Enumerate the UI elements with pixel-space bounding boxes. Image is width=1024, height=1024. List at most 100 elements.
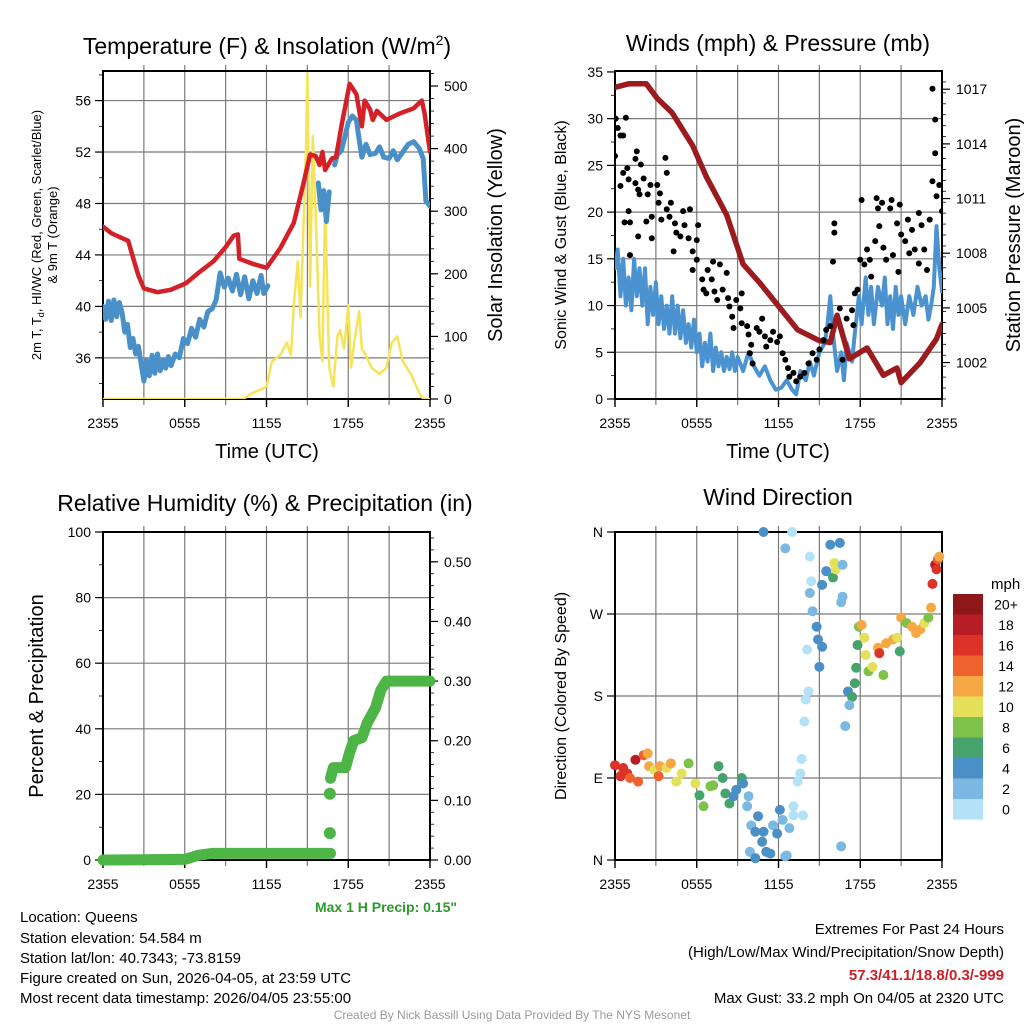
temperature-line	[103, 81, 430, 295]
gust-point	[857, 256, 864, 263]
wind-direction-point	[720, 788, 731, 799]
gust-point	[615, 115, 619, 122]
y-right-tick-label: 0.00	[444, 852, 471, 868]
recent-timestamp-text: Most recent data timestamp: 2026/04/05 2…	[20, 990, 351, 1007]
location-text: Location: Queens	[20, 909, 138, 926]
y-tick-label: 25	[587, 157, 603, 173]
gust-point	[850, 322, 857, 329]
y-tick-label: 5	[595, 344, 603, 360]
x-tick-label: 2355	[926, 876, 957, 892]
gust-point	[770, 328, 777, 335]
y-tick-label: 56	[75, 93, 91, 109]
wind-direction-point	[772, 828, 783, 839]
gust-point	[887, 205, 894, 212]
wind-speed-line	[615, 224, 942, 397]
y-tick-label: 15	[587, 251, 603, 267]
wind-direction-point	[694, 790, 705, 801]
gust-point	[708, 276, 715, 283]
gust-point	[836, 305, 843, 312]
gust-point	[843, 315, 850, 322]
gust-point	[785, 365, 792, 372]
gust-point	[617, 182, 624, 189]
wind-direction-point	[698, 801, 709, 812]
y-right-tick-label: 200	[444, 266, 468, 282]
gust-point	[748, 341, 755, 348]
colorbar-label: 16	[998, 637, 1014, 653]
pressure-line	[615, 81, 942, 386]
x-tick-label: 2355	[599, 415, 630, 431]
gust-point	[763, 343, 770, 350]
wind-direction-point	[800, 694, 811, 705]
gust-point	[888, 196, 895, 203]
y-tick-label: 10	[587, 298, 603, 314]
wind-direction-point	[787, 527, 798, 537]
gust-point	[932, 116, 939, 123]
x-tick-label: 0555	[169, 415, 200, 431]
wind-direction-point	[738, 778, 749, 789]
gust-point	[686, 206, 693, 213]
wind-direction-point	[757, 836, 768, 847]
wind-direction-point	[894, 646, 905, 657]
y-tick-label: 80	[75, 590, 91, 606]
y-tick-label: 60	[75, 655, 91, 671]
gust-point	[699, 276, 706, 283]
y-right-tick-label: 300	[444, 203, 468, 219]
precip-point	[323, 787, 336, 800]
gust-point	[906, 250, 913, 257]
gust-point	[759, 315, 766, 322]
wind-direction-point	[792, 776, 803, 787]
speed-colorbar-legend: 20+ 18 16 14 12 10 8 6 4 2 0	[953, 594, 1018, 820]
gust-point	[929, 178, 936, 185]
colorbar-label: 18	[998, 617, 1014, 633]
gust-point	[673, 229, 680, 236]
panel-2-axes: 0 20 40 60 80 100 0.00 0.10 0.20 0.30 0.40 0.50 2355…	[68, 524, 472, 892]
y-right-tick-label: 1017	[956, 81, 987, 97]
gust-point	[873, 195, 880, 202]
gust-point	[719, 286, 726, 293]
panel-3-marks	[610, 527, 945, 864]
insolation-line	[103, 72, 430, 399]
insolation-ylabel: Solar Insolation (Yellow)	[485, 128, 507, 342]
wind-direction-point	[774, 804, 785, 815]
gust-point	[625, 208, 632, 215]
panel-0-marks	[103, 72, 430, 399]
gust-point	[680, 208, 687, 215]
wind-direction-point	[795, 768, 806, 779]
gust-point	[756, 328, 763, 335]
gust-point	[621, 219, 628, 226]
y-tick-label: 100	[68, 524, 92, 540]
extremes-title: Extremes For Past 24 Hours	[815, 921, 1004, 938]
wind-direction-point	[798, 810, 809, 821]
gust-point	[874, 205, 881, 212]
gust-point	[733, 296, 740, 303]
panel-0-axes: 36 40 44 48 52 56 0 100 200 300 400 500 2355 0555 1155…	[75, 65, 468, 431]
plot-frame	[614, 531, 943, 861]
x-tick-label: 0555	[681, 876, 712, 892]
wind-direction-point	[708, 780, 719, 791]
gust-point	[929, 85, 936, 92]
winds-panel-title: Winds (mph) & Pressure (mb)	[626, 30, 930, 56]
gust-point	[648, 213, 655, 220]
gust-point	[626, 219, 633, 226]
y-right-tick-label: 100	[444, 328, 468, 344]
wind-direction-point	[849, 678, 860, 689]
wind-direction-point	[610, 760, 620, 771]
wind-direction-point	[676, 768, 687, 779]
gust-point	[895, 268, 902, 275]
y-right-tick-label: 1002	[956, 355, 987, 371]
gust-point	[663, 206, 670, 213]
rh-panel-title: Relative Humidity (%) & Precipitation (i…	[57, 490, 472, 516]
gust-point	[883, 256, 890, 263]
wind-direction-point	[814, 661, 825, 672]
y-tick-label: W	[590, 606, 604, 622]
footer-credit: Created By Nick Bassill Using Data Provi…	[334, 1008, 691, 1022]
gust-point	[693, 237, 700, 244]
gust-point	[658, 216, 665, 223]
latlon-text: Station lat/lon: 40.7343; -73.8159	[20, 950, 241, 967]
gust-point	[880, 244, 887, 251]
gust-point	[813, 356, 820, 363]
wind-direction-point	[804, 588, 815, 599]
x-tick-label: 1755	[845, 415, 876, 431]
temp-xlabel: Time (UTC)	[215, 441, 319, 463]
